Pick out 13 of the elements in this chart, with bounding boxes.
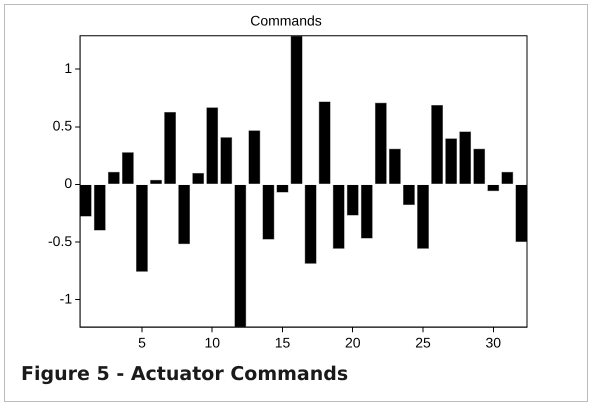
x-tick-label: 25 (415, 334, 432, 350)
x-tick-label: 30 (485, 334, 502, 350)
y-tick-label: -0.5 (48, 232, 72, 249)
x-tick-label: 5 (138, 334, 146, 350)
x-tick-label: 15 (274, 334, 290, 350)
x-tick-label: 20 (344, 334, 361, 350)
chart-title: Commands (250, 12, 322, 28)
y-tick-label: -1 (60, 290, 72, 306)
x-tick-label: 10 (204, 334, 220, 350)
caption: Figure 5 - Actuator Commands (21, 363, 348, 385)
y-tick-label: 0.5 (52, 118, 72, 134)
y-tick-label: 1 (64, 60, 72, 76)
y-tick-label: 0 (64, 175, 72, 192)
